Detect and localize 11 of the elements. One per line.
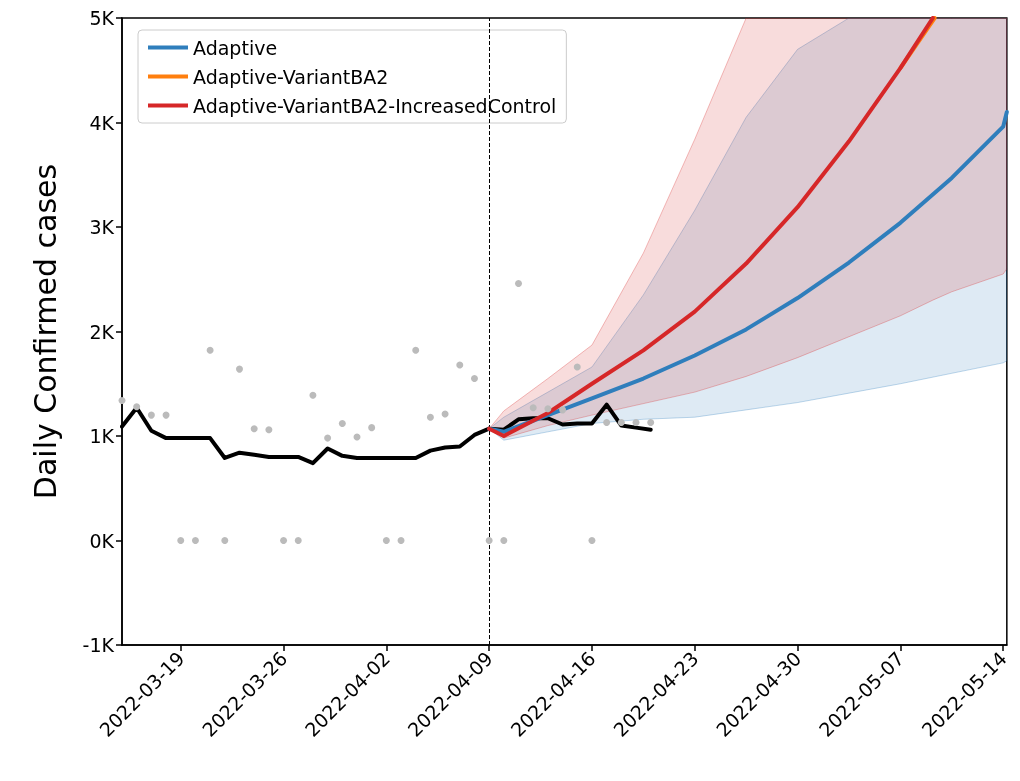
y-tick-label: 0K bbox=[89, 529, 115, 552]
y-axis-title: Daily Confirmed cases bbox=[27, 163, 63, 500]
legend-label: Adaptive-VariantBA2-IncreasedControl bbox=[193, 94, 557, 117]
y-tick-label: 1K bbox=[89, 425, 115, 447]
legend-label: Adaptive-VariantBA2 bbox=[193, 65, 389, 88]
legend-label: Adaptive bbox=[193, 36, 278, 59]
y-tick-label: 5K bbox=[89, 7, 115, 29]
y-tick-label: 2K bbox=[89, 320, 115, 343]
y-tick-label: 4K bbox=[89, 111, 115, 134]
y-tick-label: -1K bbox=[82, 634, 115, 656]
y-tick-label: 3K bbox=[89, 216, 115, 238]
